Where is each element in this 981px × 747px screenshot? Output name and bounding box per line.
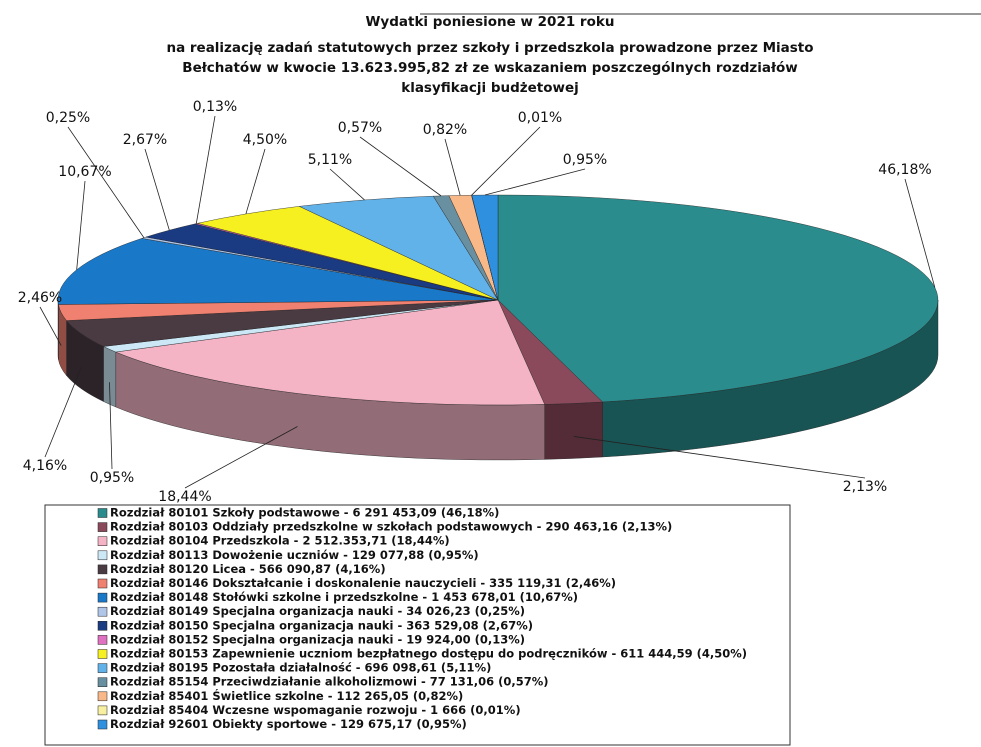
leader-line bbox=[471, 126, 541, 196]
legend-swatch bbox=[97, 592, 108, 603]
legend-swatch bbox=[97, 649, 108, 659]
data-label: 18,44% bbox=[158, 489, 211, 505]
leader-line bbox=[359, 136, 442, 197]
data-label: 10,67% bbox=[58, 164, 111, 180]
legend-swatch bbox=[97, 536, 108, 546]
leader-line bbox=[329, 168, 365, 201]
legend-label: Rozdział 85154 Przeciwdziałanie alkoholi… bbox=[110, 675, 549, 689]
leader-line bbox=[67, 126, 145, 238]
legend-label: Rozdział 80148 Stołówki szkolne i przeds… bbox=[110, 590, 578, 604]
legend-label: Rozdział 80195 Pozostała działalność - 6… bbox=[110, 661, 491, 675]
leader-line bbox=[573, 436, 866, 479]
leader-line bbox=[184, 426, 298, 489]
leader-line bbox=[195, 115, 216, 224]
leader-line bbox=[44, 366, 82, 458]
leader-line bbox=[245, 148, 266, 215]
data-label: 2,67% bbox=[123, 132, 167, 148]
data-label: 5,11% bbox=[308, 152, 352, 168]
legend-label: Rozdział 85401 Świetlice szkolne - 112 2… bbox=[110, 688, 463, 703]
chart-title: Wydatki poniesione w 2021 roku bbox=[366, 14, 615, 30]
legend-label: Rozdział 80152 Specjalna organizacja nau… bbox=[110, 632, 525, 646]
legend-swatch bbox=[97, 663, 108, 673]
slice bbox=[298, 195, 499, 301]
legend-label: Rozdział 80120 Licea - 566 090,87 (4,16%… bbox=[110, 562, 386, 576]
leader-line bbox=[39, 306, 62, 346]
data-label: 0,95% bbox=[90, 470, 134, 486]
chart-title: Bełchatów w kwocie 13.623.995,82 zł ze w… bbox=[182, 60, 797, 76]
data-label: 0,13% bbox=[193, 99, 237, 115]
legend-swatch bbox=[97, 677, 108, 687]
legend-swatch bbox=[97, 621, 108, 631]
legend-label: Rozdział 80149 Specjalna organizacja nau… bbox=[110, 604, 525, 618]
data-label: 0,01% bbox=[518, 110, 562, 126]
data-label: 0,57% bbox=[338, 120, 382, 136]
data-label: 2,13% bbox=[843, 479, 887, 495]
legend-swatch bbox=[97, 719, 108, 730]
legend-swatch bbox=[97, 606, 108, 617]
legend-swatch bbox=[97, 522, 108, 532]
chart-title: klasyfikacji budżetowej bbox=[401, 80, 579, 96]
leader-line bbox=[484, 168, 586, 196]
legend-label: Rozdział 80146 Dokształcanie i doskonale… bbox=[110, 576, 616, 590]
data-label: 2,46% bbox=[18, 290, 62, 306]
slice-side bbox=[544, 401, 603, 460]
slice bbox=[115, 299, 545, 406]
legend-swatch bbox=[97, 508, 108, 518]
leader-line bbox=[444, 138, 461, 196]
leader-line bbox=[144, 148, 170, 231]
legend-swatch bbox=[97, 705, 108, 716]
legend-label: Rozdział 80104 Przedszkola - 2 512.353,7… bbox=[110, 534, 450, 548]
data-label: 4,50% bbox=[243, 132, 287, 148]
data-label: 46,18% bbox=[878, 162, 931, 178]
legend-label: Rozdział 80101 Szkoły podstawowe - 6 291… bbox=[110, 506, 499, 520]
data-label: 0,82% bbox=[423, 122, 467, 138]
leader-line bbox=[904, 178, 936, 288]
legend-swatch bbox=[97, 578, 108, 589]
legend-box bbox=[44, 504, 791, 746]
legend-swatch bbox=[97, 550, 108, 561]
legend-swatch bbox=[97, 691, 108, 702]
leader-line bbox=[109, 382, 113, 470]
legend-swatch bbox=[97, 635, 108, 645]
legend-label: Rozdział 80153 Zapewnienie uczniom bezpł… bbox=[110, 647, 747, 661]
data-label: 0,25% bbox=[46, 110, 90, 126]
legend-label: Rozdział 80150 Specjalna organizacja nau… bbox=[110, 618, 533, 632]
legend-label: Rozdział 85404 Wczesne wspomaganie rozwo… bbox=[110, 703, 521, 717]
legend-label: Rozdział 80113 Dowożenie uczniów - 129 0… bbox=[110, 548, 479, 562]
data-label: 0,95% bbox=[563, 152, 607, 168]
legend-swatch bbox=[97, 564, 108, 575]
chart-title: na realizację zadań statutowych przez sz… bbox=[166, 40, 813, 56]
legend-label: Rozdział 92601 Obiekty sportowe - 129 67… bbox=[110, 717, 467, 731]
leader-line bbox=[76, 180, 86, 270]
data-label: 4,16% bbox=[23, 458, 67, 474]
legend-label: Rozdział 80103 Oddziały przedszkolne w s… bbox=[110, 520, 672, 534]
